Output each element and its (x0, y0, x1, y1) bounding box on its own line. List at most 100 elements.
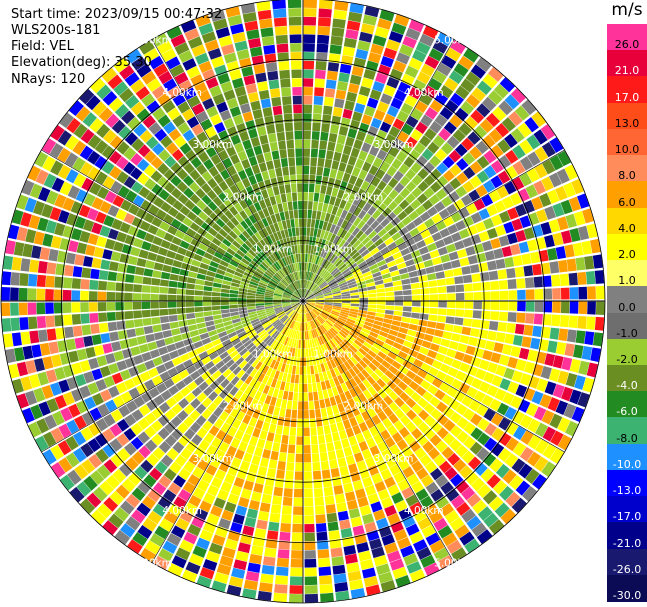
velocity-gate (303, 401, 309, 410)
velocity-gate (307, 253, 311, 263)
velocity-gate (279, 281, 287, 288)
velocity-gate (213, 395, 224, 406)
velocity-gate (332, 305, 342, 309)
velocity-gate (213, 251, 224, 260)
velocity-gate (33, 387, 46, 403)
velocity-gate (528, 375, 540, 389)
velocity-gate (29, 330, 40, 344)
velocity-gate (341, 438, 350, 449)
velocity-gate (393, 385, 404, 396)
velocity-gate (388, 365, 398, 375)
velocity-gate (332, 18, 346, 29)
velocity-gate (5, 348, 17, 364)
velocity-gate (493, 83, 509, 99)
velocity-gate (264, 271, 273, 278)
velocity-gate (438, 293, 447, 301)
velocity-gate (168, 128, 182, 141)
velocity-gate (306, 322, 310, 331)
velocity-gate (419, 33, 435, 47)
velocity-gate (49, 206, 62, 221)
velocity-gate (99, 225, 111, 238)
velocity-gate (238, 233, 248, 243)
velocity-gate (249, 388, 258, 398)
velocity-gate (381, 173, 392, 184)
velocity-gate (221, 43, 235, 56)
velocity-gate (413, 142, 426, 155)
velocity-gate (288, 319, 294, 328)
velocity-gate (360, 180, 370, 191)
velocity-gate (171, 428, 183, 441)
velocity-gate (565, 372, 578, 388)
velocity-gate (420, 474, 434, 488)
velocity-gate (342, 400, 351, 411)
velocity-gate (420, 379, 431, 390)
velocity-gate (68, 100, 84, 117)
velocity-gate (258, 199, 267, 210)
velocity-gate (308, 348, 312, 357)
velocity-gate (414, 100, 428, 114)
velocity-gate (315, 295, 324, 299)
velocity-gate (261, 403, 270, 413)
velocity-gate (306, 302, 315, 306)
velocity-gate (333, 302, 342, 305)
velocity-gate (141, 293, 151, 301)
velocity-gate (141, 70, 157, 85)
velocity-gate (283, 417, 291, 427)
velocity-gate (373, 453, 384, 465)
velocity-gate (357, 199, 367, 210)
velocity-gate (274, 212, 282, 223)
velocity-gate (497, 269, 507, 280)
velocity-gate (220, 481, 233, 493)
velocity-gate (333, 151, 342, 162)
velocity-gate (213, 318, 223, 325)
velocity-gate (293, 254, 297, 263)
velocity-gate (285, 275, 292, 284)
velocity-gate (106, 311, 116, 322)
velocity-gate (232, 353, 242, 362)
velocity-gate (300, 322, 302, 331)
velocity-gate (333, 324, 342, 331)
velocity-gate (410, 108, 424, 121)
velocity-gate (234, 271, 244, 278)
velocity-gate (490, 442, 505, 457)
velocity-gate (297, 304, 302, 313)
velocity-gate (276, 362, 283, 372)
velocity-gate (251, 358, 260, 368)
range-label: 3.00km (193, 453, 233, 465)
velocity-gate (81, 267, 92, 279)
velocity-gate (367, 259, 377, 267)
velocity-gate (71, 278, 81, 289)
velocity-gate (442, 235, 454, 246)
velocity-gate (311, 453, 320, 463)
velocity-gate (345, 454, 356, 466)
velocity-gate (486, 385, 499, 398)
velocity-gate (408, 380, 420, 391)
velocity-gate (58, 457, 73, 473)
velocity-gate (462, 354, 474, 365)
velocity-gate (488, 519, 505, 535)
velocity-gate (374, 368, 384, 378)
velocity-gate (401, 123, 414, 136)
velocity-gate (309, 166, 317, 175)
velocity-gate (347, 155, 357, 167)
velocity-gate (54, 222, 66, 236)
velocity-gate (239, 313, 249, 318)
velocity-gate (226, 372, 236, 382)
velocity-gate (417, 168, 429, 180)
velocity-gate (326, 442, 335, 452)
velocity-gate (264, 324, 273, 331)
velocity-gate (248, 499, 260, 511)
velocity-gate (331, 308, 341, 313)
velocity-gate (284, 364, 290, 374)
velocity-gate (471, 319, 481, 328)
velocity-gate (81, 411, 95, 426)
velocity-gate (179, 539, 194, 553)
velocity-gate (294, 312, 299, 321)
velocity-gate (149, 467, 163, 481)
velocity-gate (46, 262, 57, 275)
velocity-gate (323, 167, 331, 177)
velocity-gate (555, 341, 567, 355)
velocity-gate (360, 344, 370, 353)
velocity-gate (392, 138, 405, 151)
velocity-gate (410, 282, 420, 289)
